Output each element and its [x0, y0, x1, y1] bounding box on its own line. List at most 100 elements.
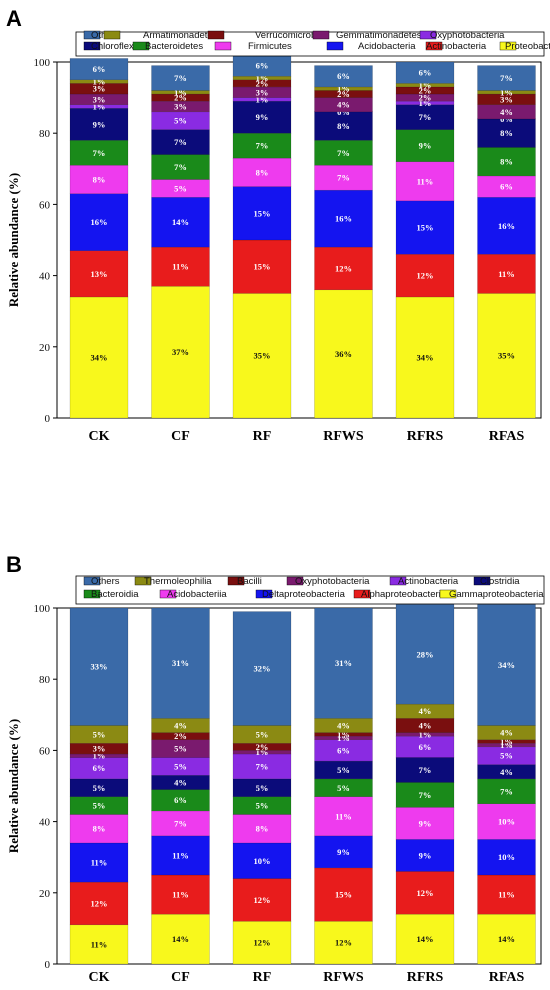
legend-swatch-actinobacteria [425, 41, 443, 51]
bar-stack-rfrs: 14%12%9%9%7%7%6%1%4%4%28% [395, 604, 455, 965]
bar-segment-acidobacteriia [395, 807, 455, 840]
bar-segment-acidobacteria [395, 200, 455, 255]
bar-segment-bacteroidetes [477, 147, 536, 177]
data-label-oxyphotobacteria: 5% [174, 116, 187, 126]
data-label-gammaproteobacteria: 14% [498, 934, 515, 944]
data-label-bacilli: 1% [500, 737, 513, 747]
bar-segment-deltaproteobacteria [151, 835, 210, 876]
bar-segment-others [151, 65, 210, 91]
bar-stack-ck: 11% 12% 11% 8% 5% 5% 6% 1%3% 5% 33% [69, 607, 129, 965]
data-label-others: 7% [500, 73, 513, 83]
data-label-firmicutes: 5% [174, 183, 187, 193]
bar-segment-bacilli [69, 743, 129, 755]
data-label-gammaproteobacteria: 14% [172, 934, 189, 944]
data-label-others: 33% [91, 662, 108, 672]
data-label-thermoleophilia: 5% [93, 729, 106, 739]
panel-letter-b: B [6, 552, 22, 577]
data-label-bacilli: 3% [93, 744, 106, 754]
data-label-gammaproteobacteria: 11% [91, 939, 108, 949]
data-label-clostridia: 5% [337, 765, 350, 775]
data-label-others: 6% [337, 71, 350, 81]
data-label-proteobacteria: 36% [335, 349, 352, 359]
legend-label-proteobacteria: Proteobacteria [505, 41, 550, 52]
panel-letter-a: A [6, 6, 22, 31]
data-label-others: 31% [335, 658, 352, 668]
bar-segment-actinobacteria [232, 239, 292, 294]
data-label-firmicutes: 8% [256, 167, 269, 177]
bar-segment-actinobacteria [69, 250, 129, 298]
bar-segment-clostridia [314, 760, 373, 780]
bar-segment-others [69, 58, 129, 80]
legend-label-verrucomicrobia: Verrucomicrobia [255, 30, 324, 41]
bar-segment-chloroflexi [314, 111, 373, 141]
data-label-acidobacteria: 16% [498, 221, 515, 231]
y-tick-label: 60 [39, 199, 51, 211]
bar-segment-acidobacteria [232, 186, 292, 241]
bar-segment-firmicutes [232, 157, 292, 187]
bar-segment-acidobacteria [151, 197, 210, 248]
bar-segment-acidobacteria [477, 197, 536, 255]
data-label-proteobacteria: 35% [254, 351, 271, 361]
data-label-alphaproteobacteria: 11% [498, 890, 515, 900]
bar-segment-oxyphotobacteria [477, 743, 536, 748]
data-label-firmicutes: 7% [337, 173, 350, 183]
data-label-oxyphotobacteria: 5% [174, 744, 187, 754]
legend-swatch-thermoleophilia [134, 576, 152, 586]
data-label-gemmatimonadetes: 4% [500, 107, 513, 117]
bar-segment-actinobacteria [232, 753, 292, 780]
data-label-firmicutes: 6% [500, 182, 513, 192]
bar-segment-alphaproteobacteria [151, 874, 210, 915]
legend-label-gammaproteobacteria: Gammaproteobacteria [449, 589, 544, 600]
data-label-acidobacteriia: 8% [93, 824, 106, 834]
data-label-bacilli: 2% [256, 742, 269, 752]
legend-box [75, 575, 545, 605]
data-label-chloroflexi: 7% [419, 112, 432, 122]
data-label-gemmatimonadetes: 2% [419, 93, 432, 103]
legend-label-acidobacteria: Acidobacteria [358, 41, 416, 52]
bar-segment-acidobacteriia [477, 803, 536, 840]
legend-swatch-bacteroidia [83, 589, 101, 599]
data-label-deltaproteobacteria: 10% [498, 852, 515, 862]
data-label-bacteroidetes: 7% [93, 148, 106, 158]
data-label-acidobacteria: 15% [417, 223, 434, 233]
legend-swatch-proteobacteria [499, 41, 517, 51]
data-label-verrucomicrobia: 3% [93, 84, 106, 94]
bar-segment-actinobacteria [395, 254, 455, 298]
legend-swatch-oxyphotobacteria [419, 30, 437, 40]
legend-swatch-bacteroidetes [132, 41, 150, 51]
data-label-oxyphotobacteria: 1% [256, 94, 269, 104]
data-label-chloroflexi: 8% [500, 128, 513, 138]
legend-swatch-armatimonadetes [103, 30, 121, 40]
bar-segment-verrucomicrobia [314, 90, 373, 98]
bar-segment-actinobacteria [477, 254, 536, 294]
data-label-gemmatimonadetes: 4% [337, 100, 350, 110]
bar-segment-acidobacteria [314, 189, 373, 248]
data-label-armatimonadetes: 1% [174, 87, 187, 97]
data-label-clostridia: 4% [500, 767, 513, 777]
data-label-alphaproteobacteria: 12% [417, 888, 434, 898]
plot-frame [56, 607, 542, 965]
legend-label-acidobacteriia: Acidobacteriia [167, 589, 227, 600]
bar-segment-clostridia [395, 757, 455, 783]
legend-swatch-acidobacteriia [159, 589, 177, 599]
data-label-oxyphotobacteria: 1% [256, 747, 269, 757]
data-label-bacteroidetes: 7% [174, 162, 187, 172]
data-label-acidobacteriia: 8% [256, 824, 269, 834]
legend-swatch-alphaproteobacteria [353, 589, 371, 599]
data-label-alphaproteobacteria: 11% [172, 890, 189, 900]
category-label-rfws: RFWS [323, 429, 364, 444]
plot-frame [56, 61, 542, 419]
data-label-deltaproteobacteria: 11% [172, 850, 189, 860]
data-label-verrucomicrobia: 2% [256, 78, 269, 88]
bar-segment-gammaproteobacteria [151, 913, 210, 965]
legend-label-bacteroidetes: Bacteroidetes [145, 41, 203, 52]
bar-segment-chloroflexi [232, 100, 292, 134]
bar-stack-rfas: 14%11%10%10%7%4%5%1%1%4%34% [477, 604, 536, 965]
data-label-oxyphotobacteria: 1% [419, 98, 432, 108]
data-label-alphaproteobacteria: 12% [254, 895, 271, 905]
data-label-thermoleophilia: 4% [419, 706, 432, 716]
data-label-actinobacteria: 6% [93, 763, 106, 773]
data-label-bacteroidia: 5% [93, 801, 106, 811]
data-label-acidobacteriia: 7% [174, 818, 187, 828]
